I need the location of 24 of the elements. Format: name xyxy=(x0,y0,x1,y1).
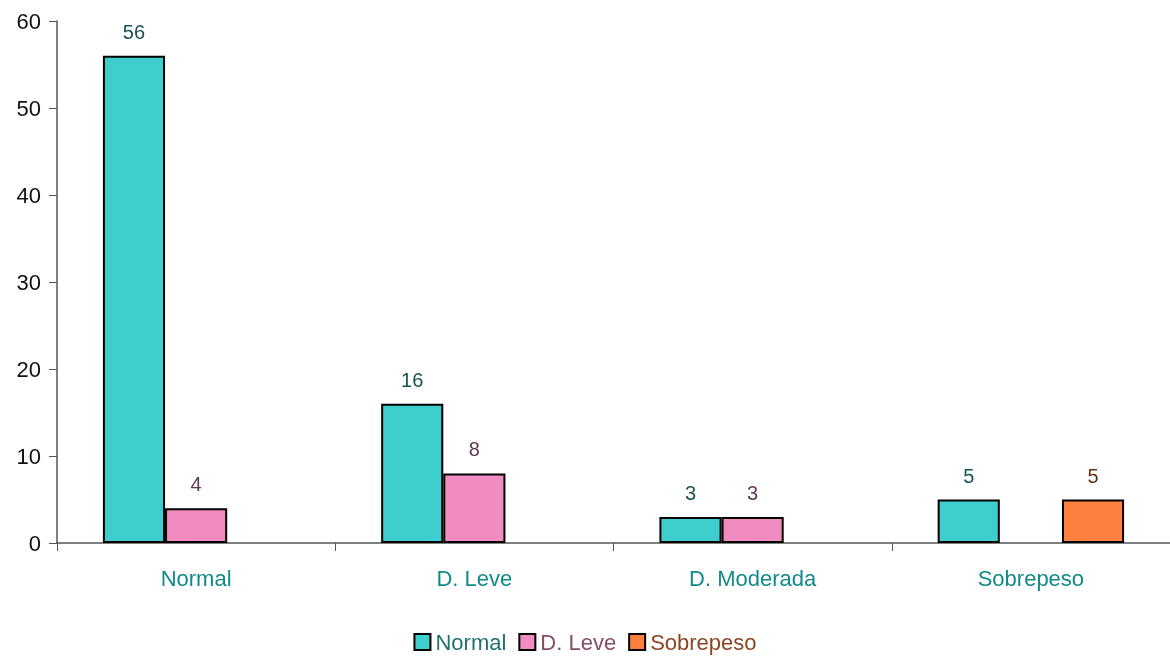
data-label: 5 xyxy=(963,464,975,487)
bar xyxy=(1061,499,1125,543)
data-label: 8 xyxy=(468,438,480,461)
legend-label: Normal xyxy=(435,629,507,655)
y-tick-label: 20 xyxy=(16,356,41,382)
y-tick-label: 60 xyxy=(16,8,41,34)
x-tick-label: D. Leve xyxy=(436,565,513,591)
y-tick-label: 30 xyxy=(16,269,41,295)
data-label: 16 xyxy=(401,368,424,391)
x-tick-label: D. Moderada xyxy=(689,565,817,591)
data-label: 5 xyxy=(1087,464,1099,487)
y-tick-label: 50 xyxy=(16,95,41,121)
data-label: 56 xyxy=(122,20,146,43)
data-label: 3 xyxy=(684,481,697,504)
y-tick-label: 40 xyxy=(16,182,41,208)
bar xyxy=(937,499,1000,543)
x-tick-label: Normal xyxy=(160,565,232,591)
legend-label: D. Leve xyxy=(540,629,617,655)
legend-label: Sobrepeso xyxy=(650,629,757,655)
y-tick-label: 0 xyxy=(28,530,41,556)
data-label: 4 xyxy=(190,473,202,496)
y-tick-label: 10 xyxy=(16,443,41,469)
x-tick-label: Sobrepeso xyxy=(977,565,1085,591)
data-label: 3 xyxy=(747,481,759,504)
